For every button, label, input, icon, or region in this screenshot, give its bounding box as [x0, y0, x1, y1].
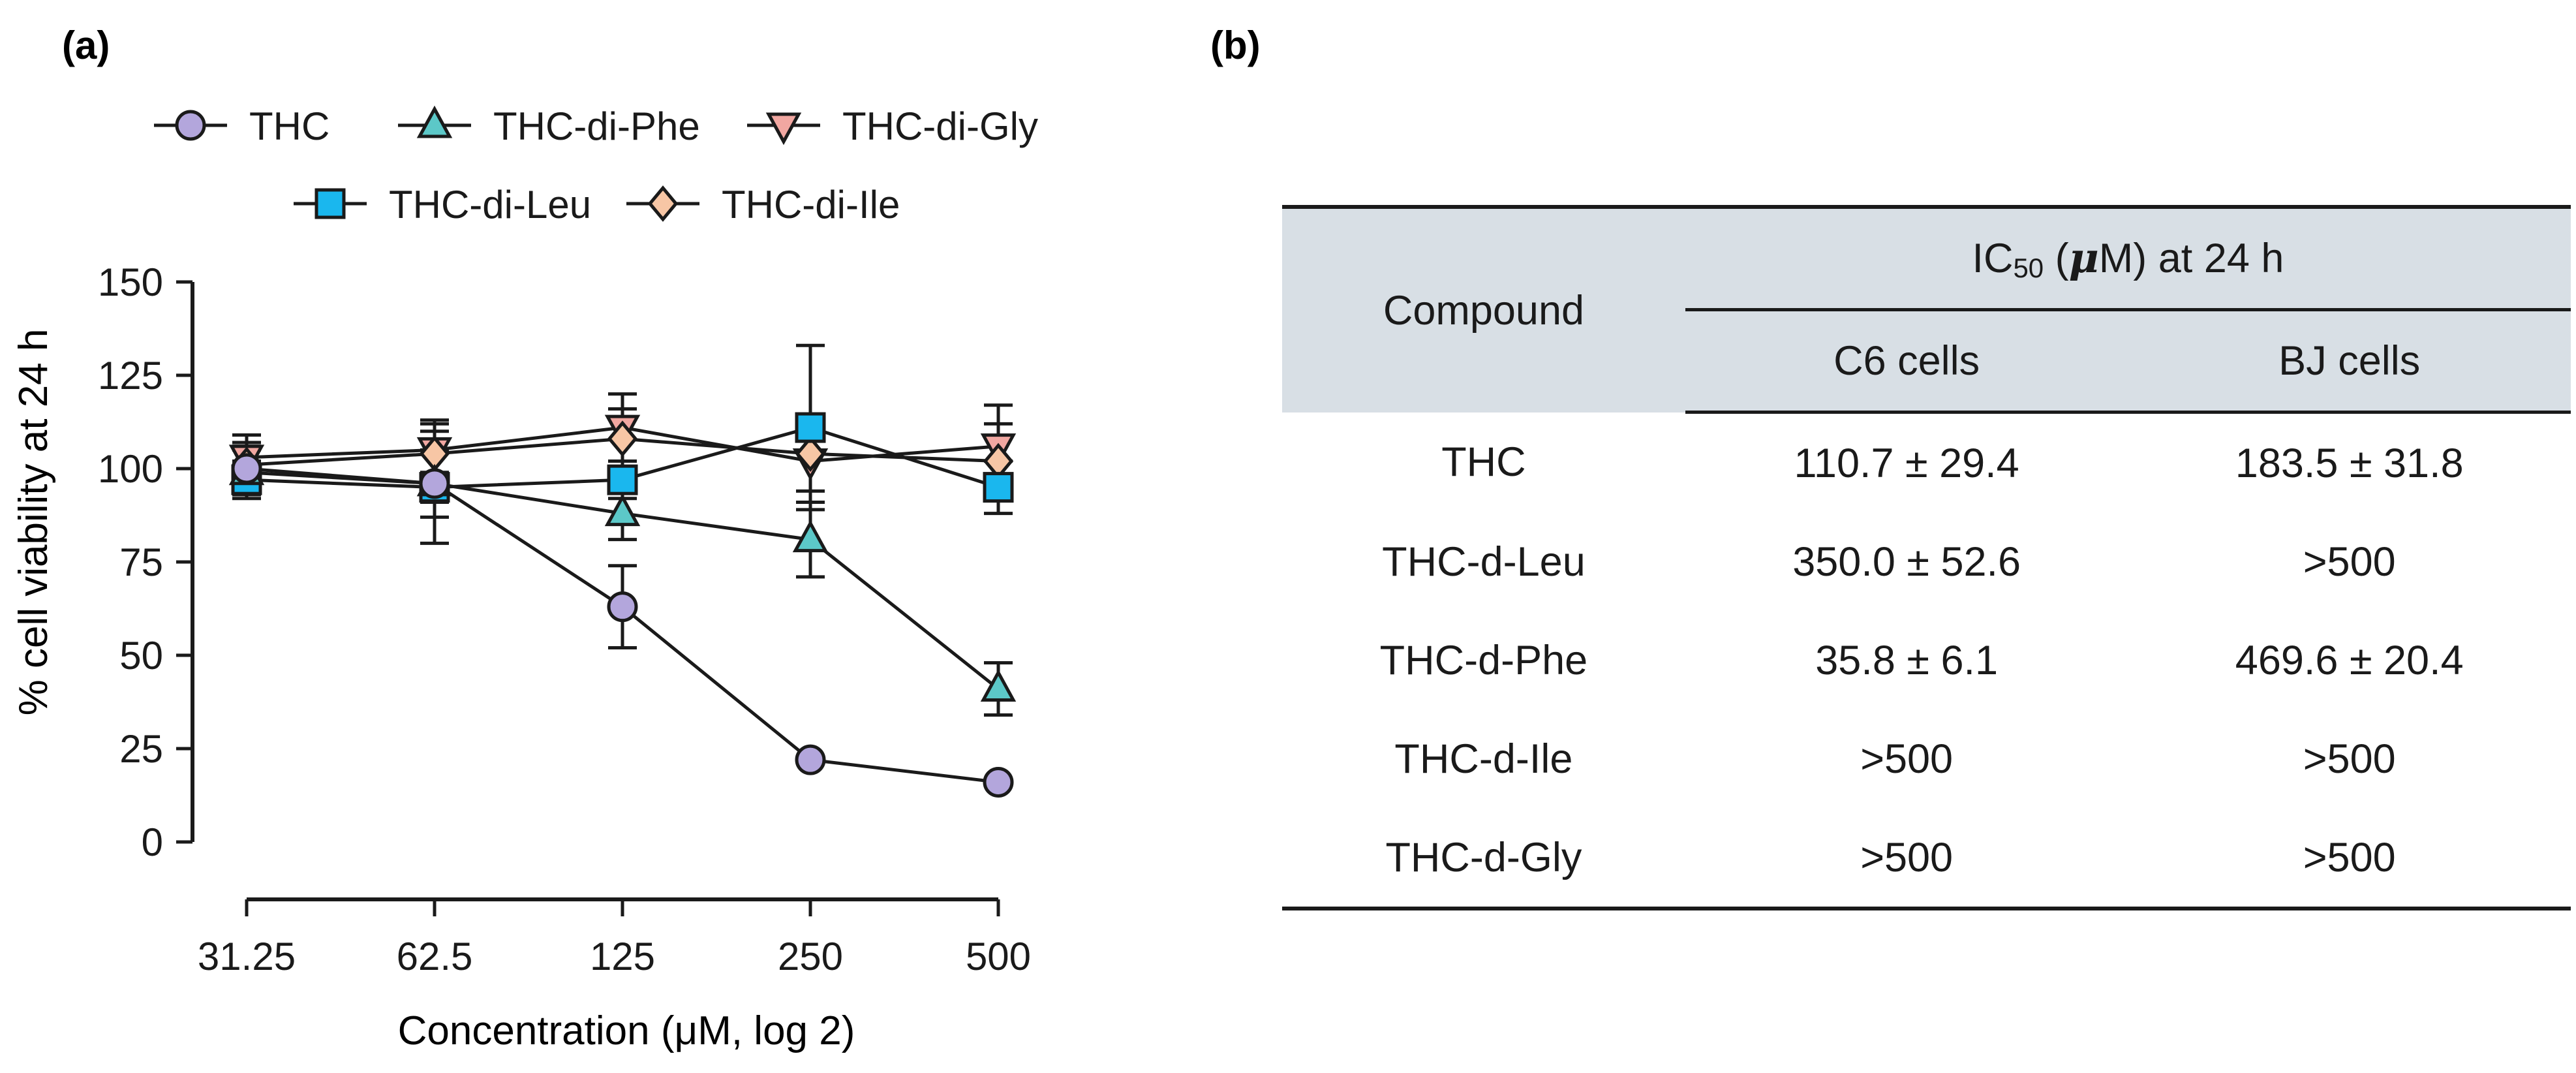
table-cell-compound: THC-d-Ile: [1394, 736, 1573, 782]
data-point: [607, 591, 638, 623]
x-tick-label: 125: [590, 935, 655, 978]
chart-axes: 0 25 50 75 100 125 150 31.25 62.5 125 250 500: [98, 260, 1031, 978]
data-point: [607, 464, 638, 495]
table-cell-c6: 35.8 ± 6.1: [1815, 637, 1999, 683]
data-point: [419, 468, 450, 499]
legend-item: THC-di-Ile: [626, 183, 900, 226]
data-point: [983, 766, 1014, 798]
table-cell-bj: >500: [2128, 808, 2571, 910]
legend-label: THC-di-Leu: [389, 183, 591, 226]
ic50-table-panel: Compound IC50 (μM) at 24 h C6 cells BJ c…: [1282, 205, 2571, 910]
legend-label: THC-di-Phe: [493, 104, 700, 148]
legend-marker: [314, 188, 346, 219]
table-cell-c6: >500: [1685, 808, 2128, 910]
legend-marker: [416, 105, 453, 138]
table-cell-compound: THC-d-Phe: [1379, 637, 1588, 683]
data-point: [795, 435, 826, 473]
y-tick-label: 0: [142, 820, 163, 864]
header-ic50-mu: μ: [2068, 233, 2099, 282]
data-point: [980, 669, 1017, 702]
y-tick-label: 150: [98, 260, 163, 304]
y-tick-label: 125: [98, 354, 163, 397]
data-point: [983, 472, 1014, 503]
table-cell-compound: THC-d-Gly: [1282, 808, 1685, 910]
header-ic50-prefix: IC: [1972, 235, 2014, 281]
table-cell-bj: >500: [2303, 736, 2396, 782]
header-compound: Compound: [1383, 287, 1585, 334]
legend-label: THC-di-Ile: [722, 183, 900, 226]
header-ic50: IC50 (μM) at 24 h: [1685, 207, 2571, 311]
y-tick-label: 75: [119, 540, 163, 584]
table-row: THC-d-Ile >500 >500: [1282, 709, 2571, 808]
table-row: THC-d-Leu 350.0 ± 52.6 >500: [1282, 512, 2571, 611]
table-cell-bj: >500: [2303, 538, 2396, 585]
table-body: THC 110.7 ± 29.4 183.5 ± 31.8 THC-d-Leu 350.…: [1282, 412, 2571, 910]
panel-b-label: (b): [1210, 23, 1261, 67]
legend-marker: [175, 110, 206, 141]
table-cell-bj: 183.5 ± 31.8: [2235, 440, 2464, 486]
table-row: THC 110.7 ± 29.4 183.5 ± 31.8: [1282, 412, 2571, 513]
y-axis-label: % cell viability at 24 h: [11, 329, 56, 716]
ic50-table: Compound IC50 (μM) at 24 h C6 cells BJ c…: [1282, 205, 2571, 910]
chart-series-layer: [228, 343, 1017, 798]
legend-label: THC-di-Gly: [842, 104, 1038, 148]
legend-item: THC-di-Gly: [747, 104, 1038, 148]
legend-marker: [765, 112, 802, 146]
legend-marker: [647, 185, 679, 222]
x-tick-label: 500: [966, 935, 1031, 978]
table-cell-c6: 110.7 ± 29.4: [1794, 440, 2019, 486]
x-tick-label: 31.25: [198, 935, 296, 978]
table-cell-compound: THC-d-Leu: [1382, 538, 1586, 585]
data-point: [792, 520, 829, 553]
table-cell-c6: >500: [1860, 736, 1954, 782]
header-ic50-sub: 50: [2013, 252, 2044, 283]
table-cell-bj: 469.6 ± 20.4: [2235, 637, 2464, 683]
data-point: [795, 412, 826, 443]
chart-legend: THC THC-di-Phe THC-di-Gly THC-di-Leu THC-di-…: [154, 104, 1038, 226]
legend-item: THC-di-Leu: [294, 183, 591, 226]
y-tick-label: 100: [98, 447, 163, 491]
table-row: THC-d-Gly >500 >500: [1282, 808, 2571, 910]
header-ic50-open: (: [2044, 235, 2069, 281]
x-tick-label: 62.5: [397, 935, 473, 978]
panel-a-label: (a): [62, 23, 110, 67]
data-point: [795, 744, 826, 775]
legend-label: THC: [249, 104, 330, 148]
header-ic50-rest: M) at 24 h: [2098, 235, 2284, 281]
table-row: THC-d-Phe 35.8 ± 6.1 469.6 ± 20.4: [1282, 611, 2571, 709]
y-tick-label: 25: [119, 727, 163, 771]
x-tick-label: 250: [778, 935, 843, 978]
data-point: [231, 453, 262, 484]
x-axis-label: Concentration (μM, log 2): [398, 1008, 855, 1053]
legend-item: THC-di-Phe: [398, 104, 700, 148]
header-c6: C6 cells: [1685, 309, 2128, 414]
data-point: [604, 493, 641, 527]
table-cell-compound: THC: [1441, 439, 1526, 486]
y-tick-label: 50: [119, 634, 163, 677]
header-bj: BJ cells: [2128, 309, 2571, 414]
legend-item: THC: [154, 104, 330, 148]
table-cell-c6: 350.0 ± 52.6: [1792, 538, 2021, 585]
data-point: [607, 420, 638, 458]
